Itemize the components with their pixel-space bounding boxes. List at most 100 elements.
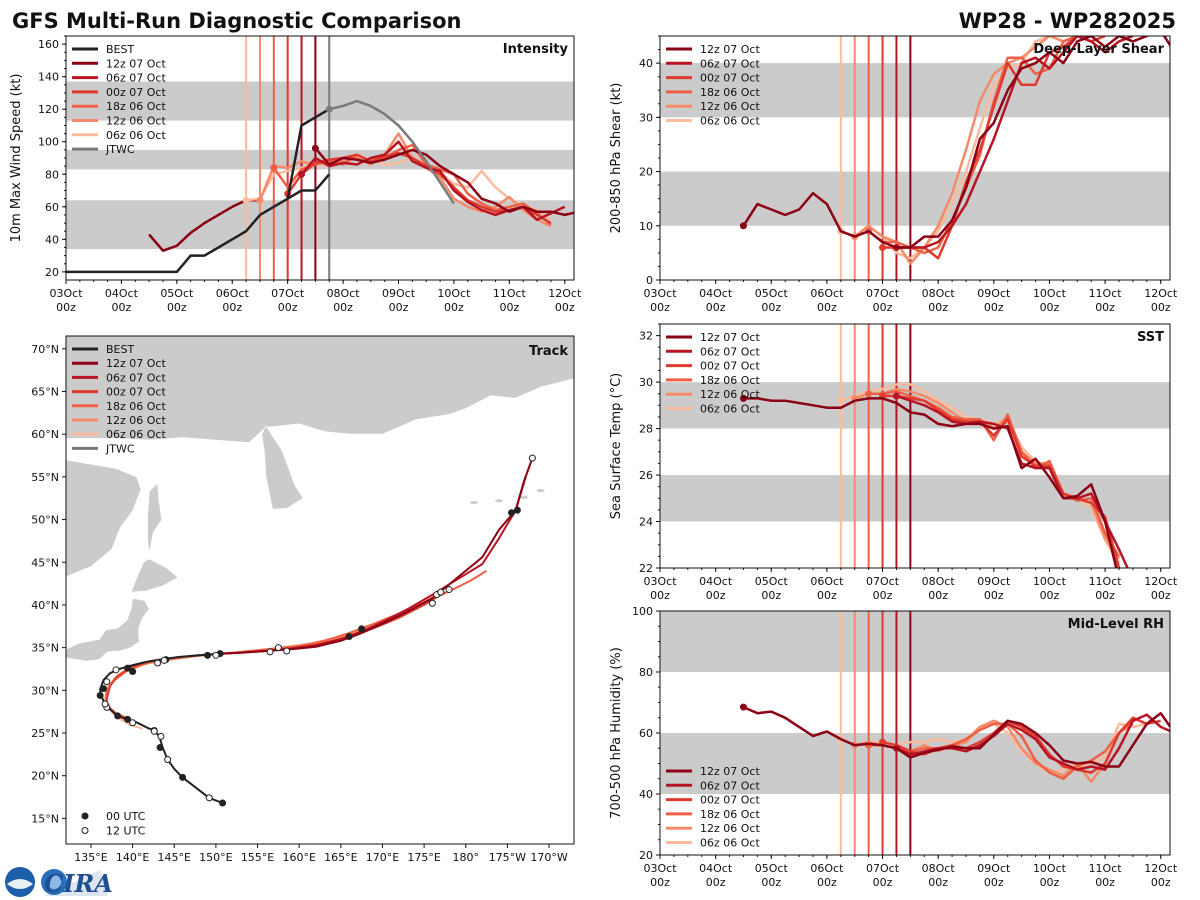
shear-plot-area [739,36,1170,280]
track-ytick-label: 35°N [31,642,59,655]
track-xtick-label: 145°E [158,851,191,864]
track-point-00utc [508,509,516,517]
sst-legend-item: 18z 06 Oct [700,374,760,387]
track-point-12utc [274,644,282,652]
rh-ytick-label: 80 [639,666,653,679]
intensity-series-12z-07-oct [314,147,574,217]
track-legend-item: 12z 07 Oct [106,357,166,370]
rh-xtick-label: 09Oct [977,862,1011,875]
intensity-series-12z-07-oct [148,199,260,252]
track-ytick-label: 55°N [31,471,59,484]
track-xtick-label: 165°E [324,851,357,864]
track-ytick-label: 30°N [31,684,59,697]
track-18z-06-oct [105,569,488,719]
track-xtick-label: 135°E [74,851,107,864]
intensity-xtick-label: 07Oct [271,287,305,300]
shear-series-06z-07-oct [896,36,1134,249]
rh-xtick-label: 08Oct [922,862,956,875]
shear-xtick-label: 00z [1095,301,1115,314]
track-point-00utc [204,651,212,659]
rh-xtick-label: 00z [1151,876,1171,889]
intensity-band-0 [66,200,574,250]
shear-band-1 [660,63,1170,118]
intensity-series-best [286,108,330,199]
sst-frame [659,323,1171,569]
shear-xtick-label: 00z [1040,301,1060,314]
intensity-xtick-label: 03Oct [49,287,83,300]
track-point-12utc [129,719,137,727]
track-ytick-label: 65°N [31,385,59,398]
intensity-series-12z-06-oct [258,132,552,228]
land-mass [66,597,150,662]
rh-xtick-label: 06Oct [810,862,844,875]
track-ytick-label: 15°N [31,812,59,825]
intensity-xtick-label: 05Oct [160,287,194,300]
shear-ytick-label: 20 [639,166,653,179]
track-point-00utc [156,744,164,752]
sst-xtick-label: 08Oct [922,575,956,588]
legend-00utc-label: 00 UTC [106,810,146,823]
rh-xtick-label: 00z [650,876,670,889]
track-point-12utc [283,647,291,655]
sst-title: SST [1137,330,1164,345]
sst-legend-item: 06z 07 Oct [700,345,760,358]
track-best [99,652,223,804]
track-legend-item: 00z 07 Oct [106,386,166,399]
intensity-xtick-label: 00z [444,301,464,314]
intensity-xtick-label: 00z [222,301,242,314]
track-point-00utc [179,773,187,781]
rh-ytick-label: 100 [632,605,653,618]
track-frame [65,335,575,845]
sst-xtick-label: 12Oct [1144,575,1178,588]
intensity-legend-item: 12z 06 Oct [106,115,166,128]
rh-xtick-label: 05Oct [755,862,789,875]
shear-series-12z-06-oct [853,36,1078,265]
intensity-init-marker [242,196,250,204]
intensity-xtick-label: 00z [333,301,353,314]
intensity-ytick-label: 40 [45,233,59,246]
intensity-series-06z-06-oct [245,156,552,221]
intensity-xtick-label: 00z [278,301,298,314]
shear-legend-item: 12z 07 Oct [700,43,760,56]
sst-init-marker [739,394,747,402]
track-point-00utc [96,691,104,699]
shear-xtick-label: 10Oct [1033,287,1067,300]
sst-ytick-label: 28 [639,423,653,436]
legend-12utc-marker [81,827,89,834]
intensity-xtick-label: 00z [499,301,519,314]
shear-ytick-label: 30 [639,111,653,124]
noaa-cira-logo: CIRA [5,867,113,898]
sst-xtick-label: 00z [984,589,1004,602]
rh-title: Mid-Level RH [1068,617,1164,632]
sst-ytick-label: 30 [639,376,653,389]
intensity-ytick-label: 20 [45,266,59,279]
sst-legend-item: 00z 07 Oct [700,360,760,373]
track-point-12utc [428,599,436,607]
rh-panel: 2040608010003Oct00z04Oct00z05Oct00z06Oct… [609,605,1178,889]
rh-ylabel: 700-500 hPa Humidity (%) [609,647,624,819]
track-point-12utc [212,651,220,659]
rh-legend-item: 12z 07 Oct [700,765,760,778]
intensity-init-marker [298,170,306,178]
sst-xtick-label: 00z [1040,589,1060,602]
sst-legend-item: 12z 07 Oct [700,331,760,344]
sst-band-1 [660,382,1170,429]
island [470,500,479,504]
intensity-init-marker [270,164,278,172]
sst-xtick-label: 05Oct [755,575,789,588]
island [520,495,529,499]
shear-legend-item: 18z 06 Oct [700,86,760,99]
track-xtick-label: 170°E [366,851,399,864]
shear-xtick-label: 00z [650,301,670,314]
sst-xtick-label: 00z [1151,589,1171,602]
land-mass [261,424,304,510]
track-point-00utc [129,668,137,676]
track-point-12utc [112,666,120,674]
rh-ytick-label: 60 [639,727,653,740]
rh-xtick-label: 04Oct [699,862,733,875]
intensity-plot-area [66,36,574,280]
sst-xtick-label: 00z [650,589,670,602]
track-point-00utc [114,712,122,720]
sst-legend-item: 06z 06 Oct [700,403,760,416]
rh-plot-area [739,611,1170,855]
